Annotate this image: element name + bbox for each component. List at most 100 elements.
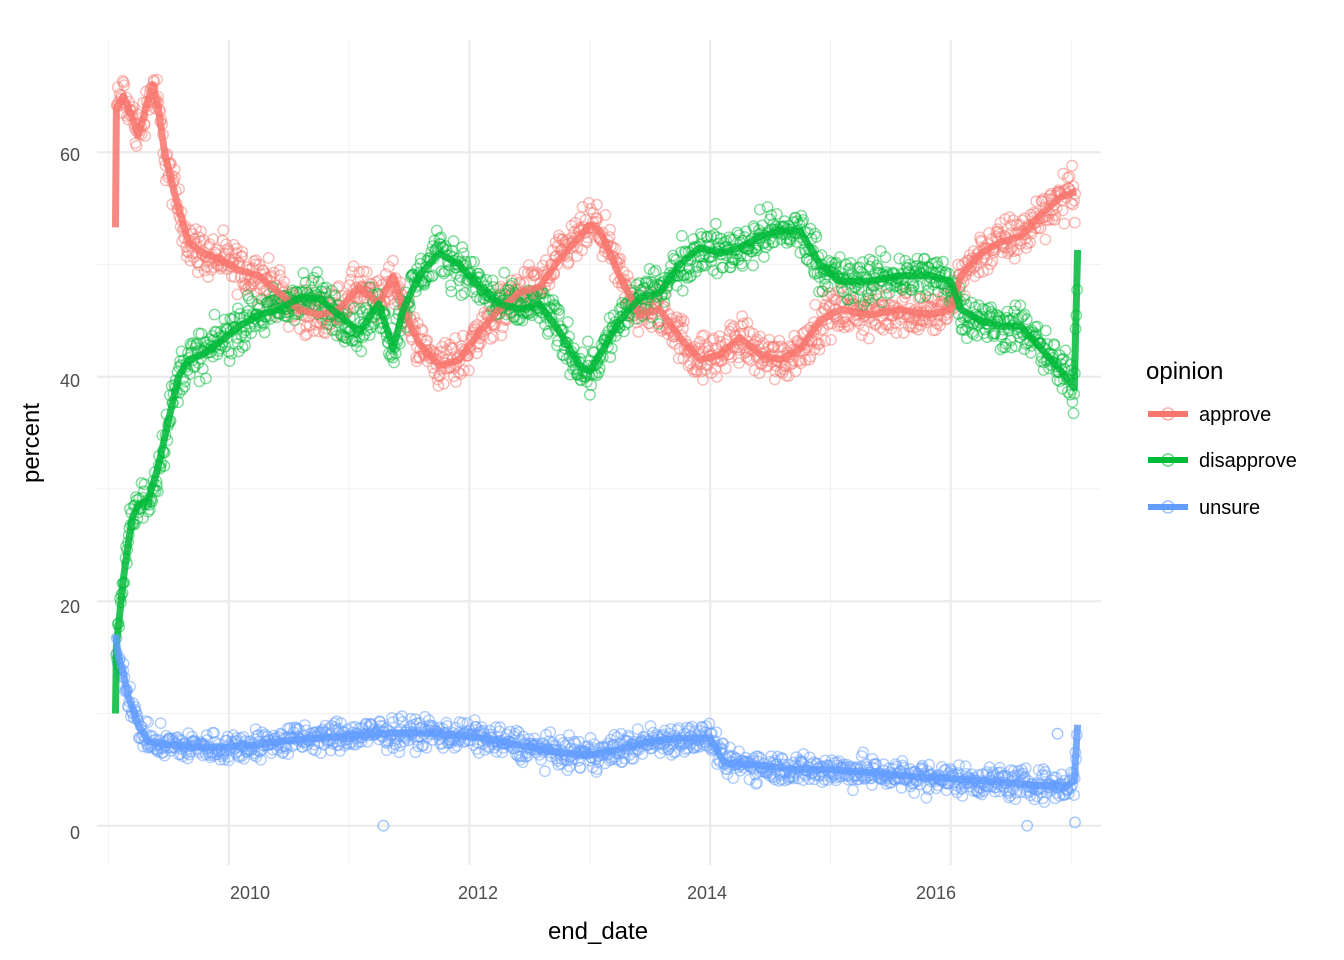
data-point [377,819,390,832]
legend-key-point [1161,500,1175,514]
data-point [274,269,286,282]
legend-item-unsure: unsure [1148,497,1260,519]
data-point [227,238,240,251]
data-point [1037,763,1050,776]
data-point [1011,244,1024,257]
data-point [517,730,530,743]
data-point [750,778,762,790]
data-point [409,746,422,759]
data-point [765,209,777,222]
data-point [363,329,376,341]
data-point [189,223,202,236]
data-point [312,325,325,338]
data-point [727,772,740,784]
data-point [443,264,455,276]
data-point [985,301,997,314]
data-point [382,260,395,273]
data-point [899,254,912,267]
data-point [498,266,511,279]
data-point [582,335,594,348]
x-tick-label: 2014 [687,883,727,903]
data-point [719,362,732,375]
data-point [437,377,450,390]
legend-label: unsure [1199,497,1260,519]
legend-label: disapprove [1199,450,1297,472]
data-point [665,723,677,735]
data-point [717,261,729,274]
data-point [810,230,823,243]
y-axis-tick-labels: 0 20 40 60 [60,145,80,843]
data-point [561,316,574,328]
data-point [456,241,469,254]
data-point [604,223,616,236]
data-point [217,224,230,237]
data-point [1008,252,1021,265]
data-point [252,729,265,742]
data-point [425,270,438,283]
data-point [847,784,859,797]
data-point [825,333,837,346]
data-point [1024,236,1037,249]
data-point [797,213,809,226]
data-point [797,748,810,760]
data-point [249,258,262,271]
data-point [447,235,460,248]
data-point [709,217,722,230]
data-point [455,289,468,302]
data-point [118,79,131,92]
data-point [1066,395,1079,408]
trend-line-disapprove [112,227,1082,714]
data-point [265,269,278,282]
data-point [355,345,368,358]
data-point [416,324,429,337]
data-point [142,716,154,728]
data-point [193,375,206,388]
data-point [590,198,603,211]
y-tick-label: 20 [60,597,80,617]
data-point [1067,407,1080,420]
data-point [494,721,506,734]
data-point [676,229,688,242]
data-point [487,330,500,343]
data-point [480,273,493,286]
data-point [1063,170,1076,183]
data-point [1018,343,1031,356]
data-point [581,236,593,249]
data-point [222,754,235,767]
data-point [574,761,587,774]
data-point [311,266,324,279]
data-point [239,330,252,343]
data-point [487,280,500,293]
data-point [1039,324,1052,337]
data-point [576,201,589,213]
data-point [380,744,393,757]
data-point [249,723,262,736]
data-point [666,335,679,348]
data-point [207,233,220,246]
data-point [701,230,714,243]
data-point [191,266,204,279]
data-point [430,224,443,237]
data-point [457,329,469,342]
data-point [677,322,689,335]
data-point [754,203,766,216]
data-point [733,229,745,241]
data-point [1059,344,1072,357]
data-point [747,327,760,340]
data-point [919,289,932,302]
trend-line-unsure [112,634,1082,790]
data-point [890,327,903,339]
data-point [552,303,565,316]
data-point [824,287,837,300]
x-tick-label: 2010 [230,883,270,903]
data-point [225,347,238,360]
data-point [522,266,534,279]
x-axis-tick-labels: 2010 2012 2014 2016 [230,883,956,903]
data-point [523,259,535,271]
data-point [590,369,603,382]
data-point [1021,819,1034,832]
data-point [1017,310,1029,323]
data-point [550,302,563,315]
x-axis-title: end_date [548,918,648,945]
